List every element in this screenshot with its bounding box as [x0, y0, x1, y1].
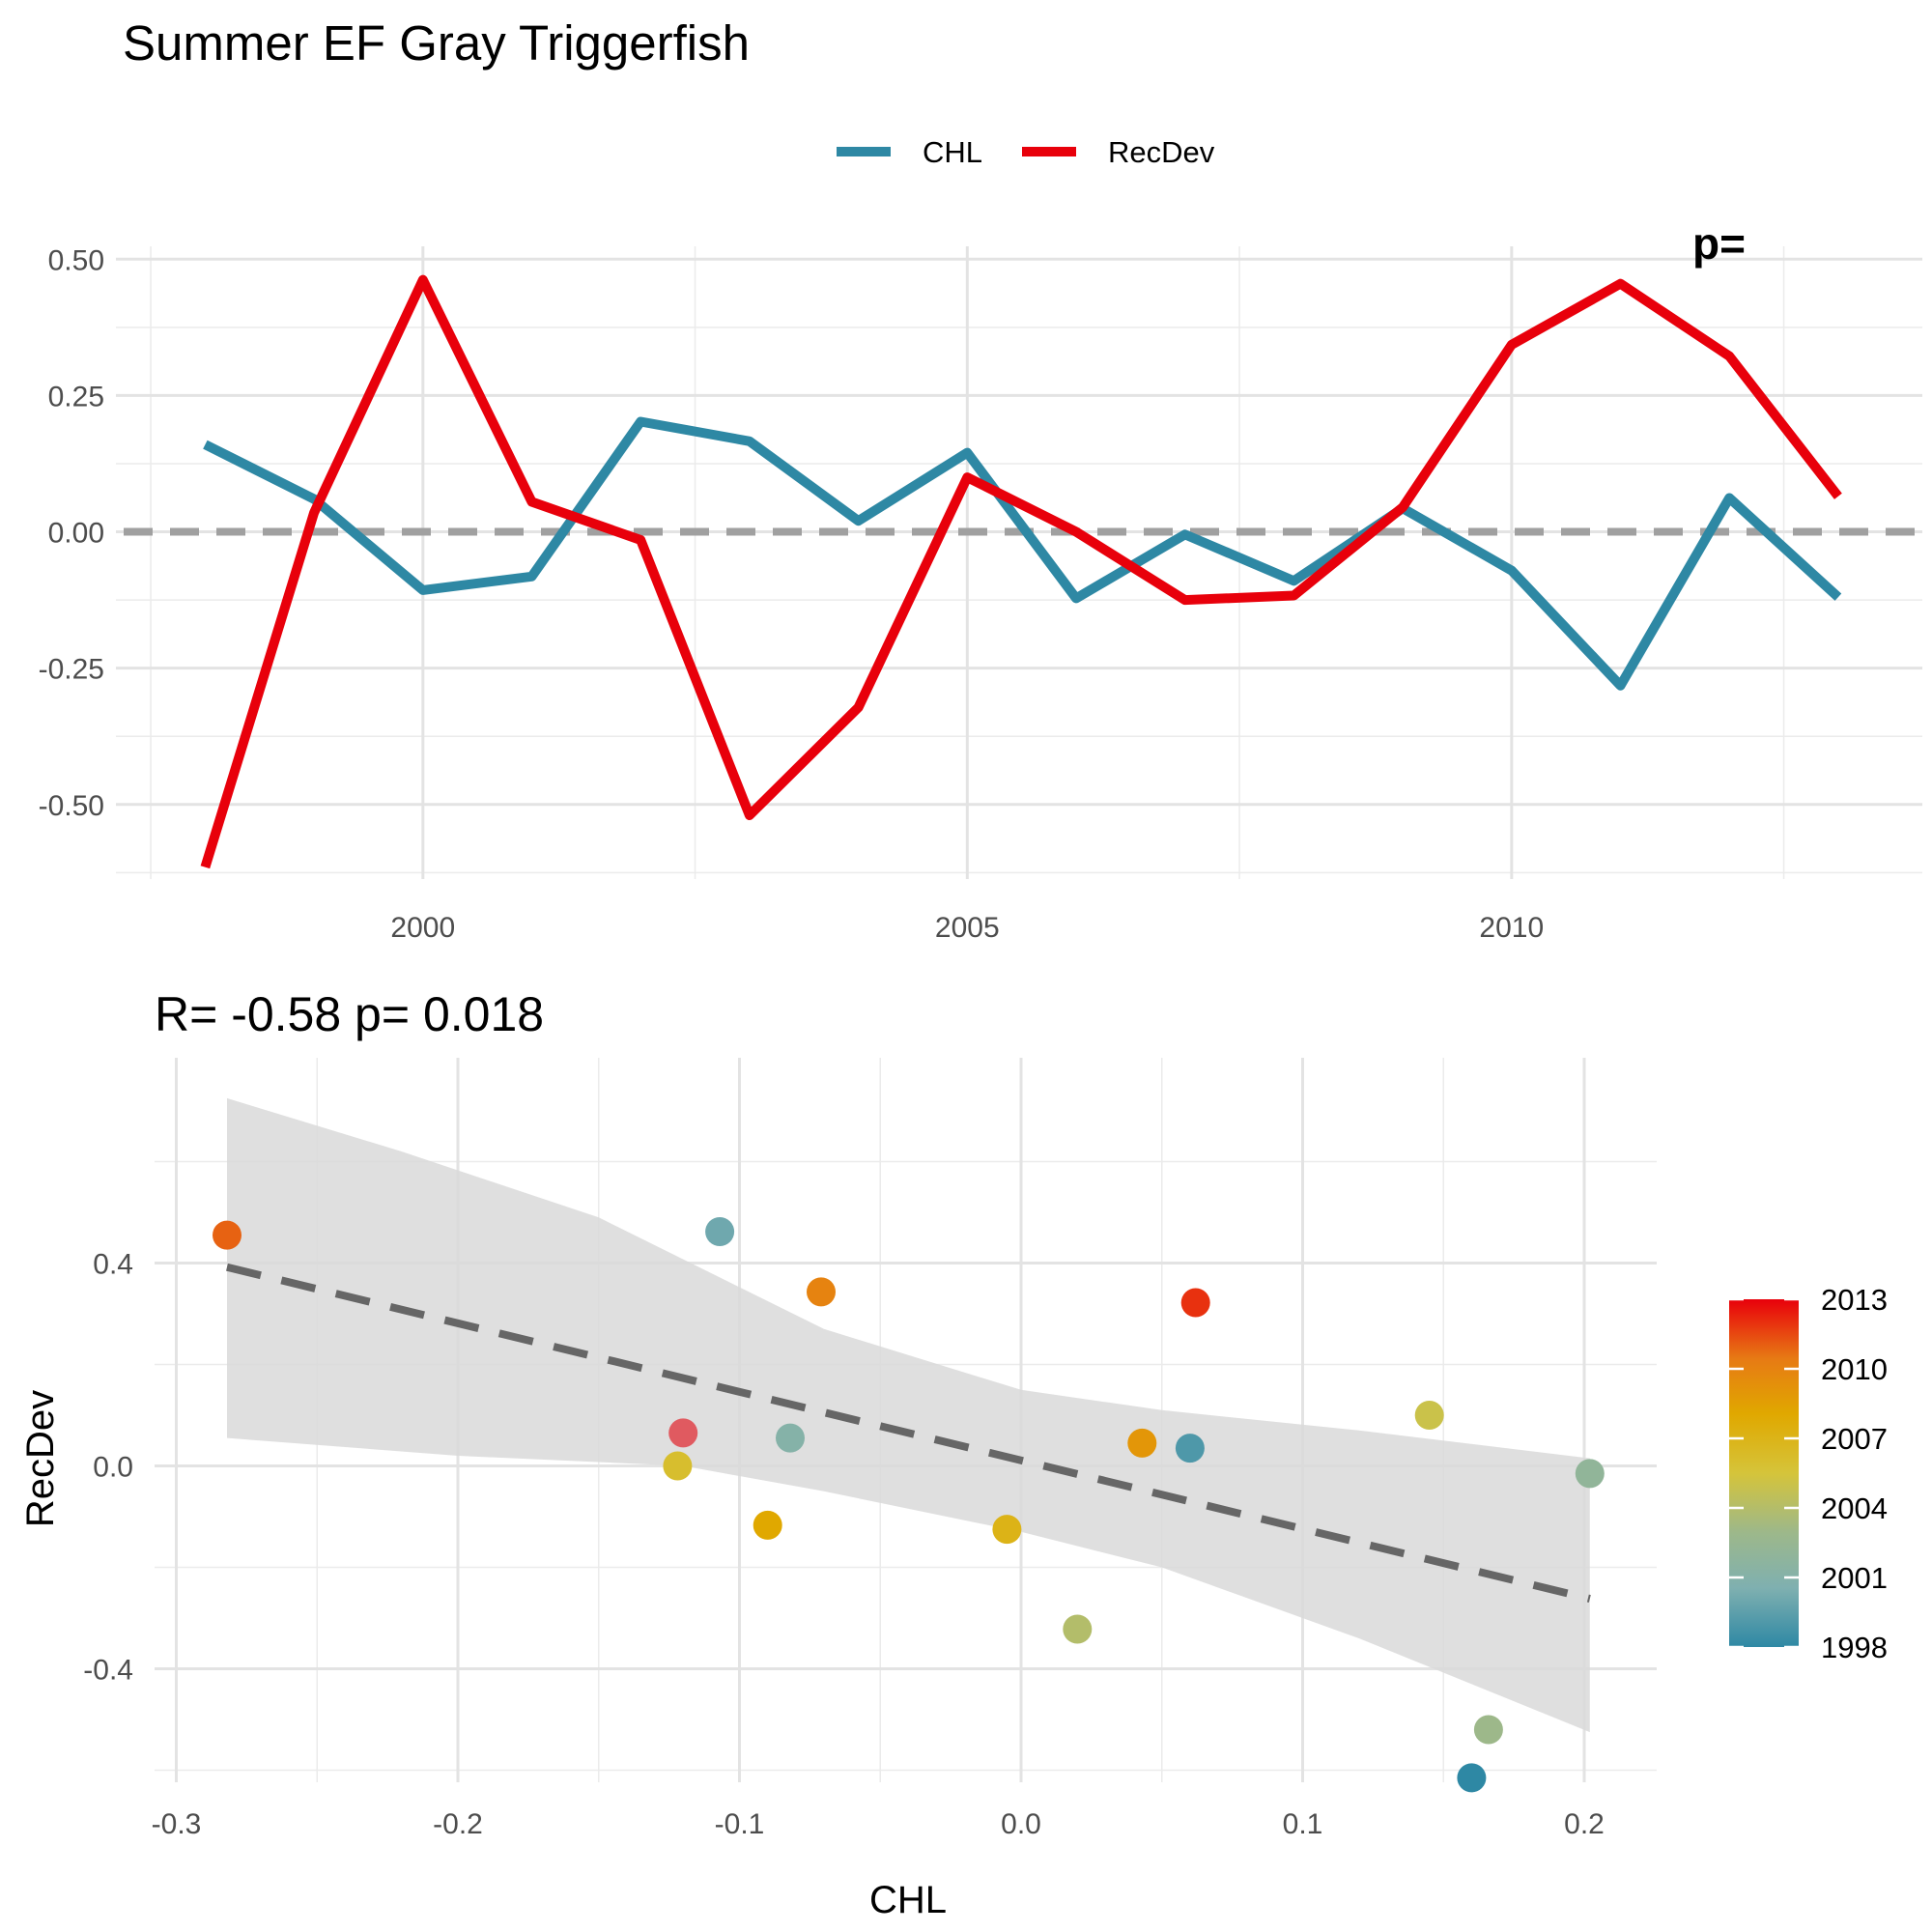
top-x-tick-labels: 2000 2005 2010: [390, 912, 1544, 944]
scatter-point: [1457, 1763, 1487, 1793]
regression-line: [226, 1263, 1591, 1603]
colorbar-ticks: 2013 2010 2007 2004 2001 1998: [1729, 1283, 1888, 1664]
y-tick-label: 0.25: [48, 381, 104, 412]
x-tick-label: -0.3: [152, 1808, 202, 1840]
scatter-point: [705, 1217, 735, 1246]
series-lines: [200, 274, 1842, 869]
colorbar-tick-label: 2007: [1821, 1422, 1888, 1456]
scatter-point: [1180, 1288, 1210, 1318]
colorbar-gradient: [1729, 1299, 1799, 1647]
colorbar-tick-label: 2010: [1821, 1352, 1888, 1386]
scatter-point: [668, 1418, 698, 1448]
colorbar-tick-label: 2004: [1821, 1492, 1888, 1525]
bottom-y-tick-labels: 0.4 0.0 -0.4: [83, 1249, 133, 1687]
scatter-point: [753, 1510, 782, 1540]
y-tick-label: 0.00: [48, 518, 104, 550]
y-axis-title: RecDev: [19, 1390, 62, 1527]
colorbar-tick-label: 2001: [1821, 1561, 1888, 1595]
x-axis-title: CHL: [869, 1879, 947, 1921]
colorbar-tick-label: 1998: [1821, 1631, 1888, 1664]
correlation-annotation: R= -0.58 p= 0.018: [155, 987, 544, 1041]
y-tick-label: -0.25: [39, 654, 104, 686]
legend-label-chl: CHL: [923, 135, 982, 169]
x-tick-label: 0.1: [1283, 1808, 1323, 1840]
figure-title: Summer EF Gray Triggerfish: [123, 15, 750, 71]
x-tick-label: 0.2: [1564, 1808, 1605, 1840]
x-tick-label: -0.1: [715, 1808, 765, 1840]
x-tick-label: 0.0: [1001, 1808, 1041, 1840]
scatter-point: [213, 1220, 242, 1250]
x-tick-label: 2000: [390, 912, 455, 944]
scatter-points: [213, 1217, 1605, 1793]
y-tick-label: -0.50: [39, 790, 104, 822]
corner-annotation: p=: [1692, 218, 1746, 269]
scatter-point: [1127, 1428, 1157, 1458]
x-tick-label: 2010: [1479, 912, 1544, 944]
scatter-point: [1063, 1614, 1093, 1644]
y-tick-label: 0.4: [93, 1249, 133, 1281]
series-line-chl: [203, 416, 1842, 691]
scatter-point: [776, 1423, 805, 1453]
y-tick-label: 0.50: [48, 244, 104, 276]
colorbar: 2013 2010 2007 2004 2001 1998: [1729, 1283, 1888, 1664]
scatter-point: [1414, 1401, 1444, 1430]
scatter-point: [992, 1515, 1022, 1545]
scatter-point: [1473, 1715, 1503, 1745]
x-tick-label: 2005: [935, 912, 1000, 944]
x-tick-label: -0.2: [433, 1808, 483, 1840]
top-y-tick-labels: 0.50 0.25 0.00 -0.25 -0.50: [39, 244, 104, 822]
y-tick-label: -0.4: [83, 1655, 133, 1687]
legend: CHL RecDev: [837, 135, 1215, 169]
series-line-recdev: [200, 274, 1842, 869]
y-tick-label: 0.0: [93, 1452, 133, 1484]
colorbar-tick-label: 2013: [1821, 1283, 1888, 1317]
legend-label-recdev: RecDev: [1108, 135, 1215, 169]
scatter-panel: R= -0.58 p= 0.018 0.40.0-0.4 -0.3 -0.2 -0.…: [19, 987, 1657, 1921]
scatter-point: [807, 1277, 836, 1307]
time-series-panel: 0.50 0.25 0.00 -0.25 -0.50 2000 2005 2010 p=: [39, 218, 1922, 944]
scatter-point: [1175, 1434, 1205, 1463]
scatter-point: [1575, 1459, 1605, 1489]
bottom-x-tick-labels: -0.3 -0.2 -0.1 0.0 0.1 0.2: [152, 1808, 1605, 1840]
confidence-band: [227, 1097, 1590, 1733]
scatter-point: [663, 1451, 693, 1481]
